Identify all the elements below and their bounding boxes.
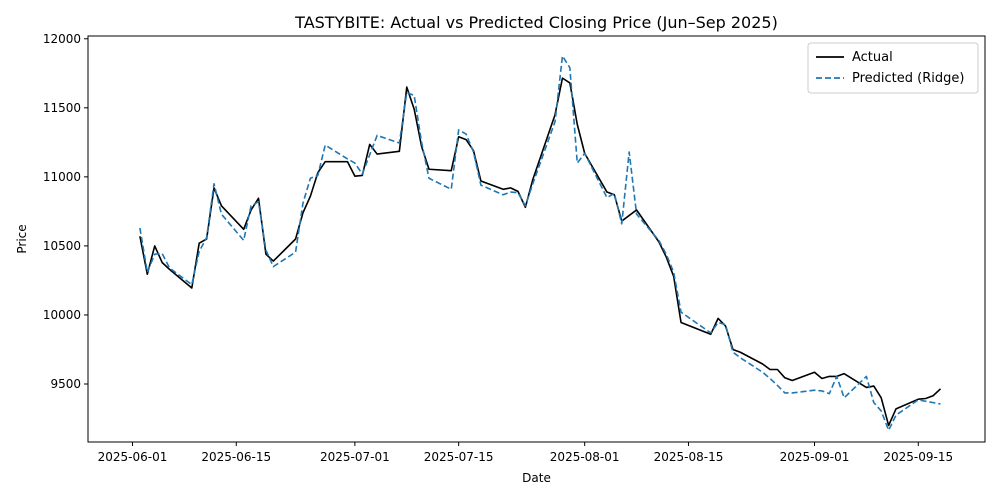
y-tick-label: 9500 bbox=[50, 377, 81, 391]
x-axis-label: Date bbox=[522, 471, 551, 485]
y-tick-label: 11500 bbox=[43, 101, 81, 115]
x-tick-label: 2025-09-01 bbox=[780, 450, 850, 464]
y-tick-label: 10500 bbox=[43, 239, 81, 253]
legend-label-predicted: Predicted (Ridge) bbox=[852, 71, 964, 86]
series-line-predicted bbox=[139, 55, 941, 432]
series-lines bbox=[139, 55, 942, 432]
y-tick-label: 12000 bbox=[43, 32, 81, 46]
x-tick-label: 2025-09-15 bbox=[883, 450, 953, 464]
legend-box bbox=[807, 42, 979, 94]
y-tick-label: 10000 bbox=[43, 308, 81, 322]
x-tick-label: 2025-08-01 bbox=[550, 450, 620, 464]
x-axis: 2025-06-01 2025-06-15 2025-07-01 2025-07-15… bbox=[98, 442, 953, 464]
chart-title: TASTYBITE: Actual vs Predicted Closing P… bbox=[294, 13, 778, 32]
legend-label-actual: Actual bbox=[852, 50, 893, 65]
x-tick-label: 2025-08-15 bbox=[654, 450, 724, 464]
x-tick-label: 2025-06-15 bbox=[201, 450, 271, 464]
y-axis: 9500 10000 10500 11000 11500 12000 bbox=[43, 32, 88, 391]
plot-frame bbox=[87, 35, 986, 443]
x-tick-label: 2025-07-15 bbox=[424, 450, 494, 464]
legend: Actual Predicted (Ridge) bbox=[807, 42, 979, 94]
y-axis-label: Price bbox=[15, 224, 29, 253]
x-tick-label: 2025-07-01 bbox=[320, 450, 390, 464]
x-tick-label: 2025-06-01 bbox=[98, 450, 168, 464]
y-tick-label: 11000 bbox=[43, 170, 81, 184]
